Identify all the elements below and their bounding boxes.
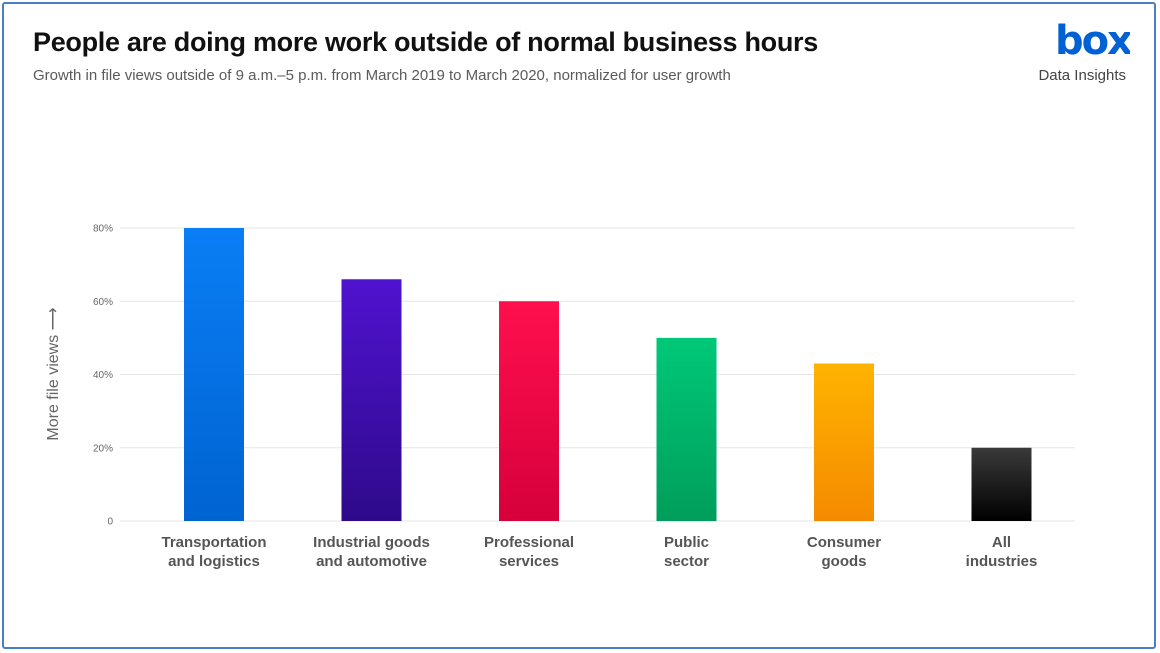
y-tick-label: 0	[107, 517, 113, 528]
bar	[184, 228, 244, 521]
chart-title: People are doing more work outside of no…	[33, 27, 818, 57]
logo-text: box	[1056, 20, 1130, 64]
x-category-label: Transportation and logistics	[161, 534, 266, 570]
x-category-label: Public sector	[664, 534, 709, 570]
x-category-label: Professional services	[484, 534, 574, 570]
box-logo-icon: box	[1056, 20, 1130, 64]
bar	[341, 279, 402, 521]
y-tick-label: 60%	[93, 297, 113, 308]
x-category-label: All industries	[966, 534, 1038, 570]
data-insights-label: Data Insights	[1038, 67, 1126, 84]
bar	[656, 337, 717, 521]
bar	[499, 301, 559, 521]
y-tick-label: 20%	[93, 443, 113, 454]
bar	[814, 363, 874, 521]
y-axis-label: More file views ⟶	[45, 307, 62, 440]
y-axis-arrow-icon: ⟶	[45, 307, 62, 330]
chart-subtitle: Growth in file views outside of 9 a.m.–5…	[33, 67, 731, 84]
x-category-label: Industrial goods and automotive	[313, 534, 430, 570]
y-tick-label: 40%	[93, 370, 113, 381]
y-tick-label: 80%	[93, 224, 113, 235]
bar	[971, 447, 1032, 521]
x-category-label: Consumer goods	[807, 534, 881, 570]
